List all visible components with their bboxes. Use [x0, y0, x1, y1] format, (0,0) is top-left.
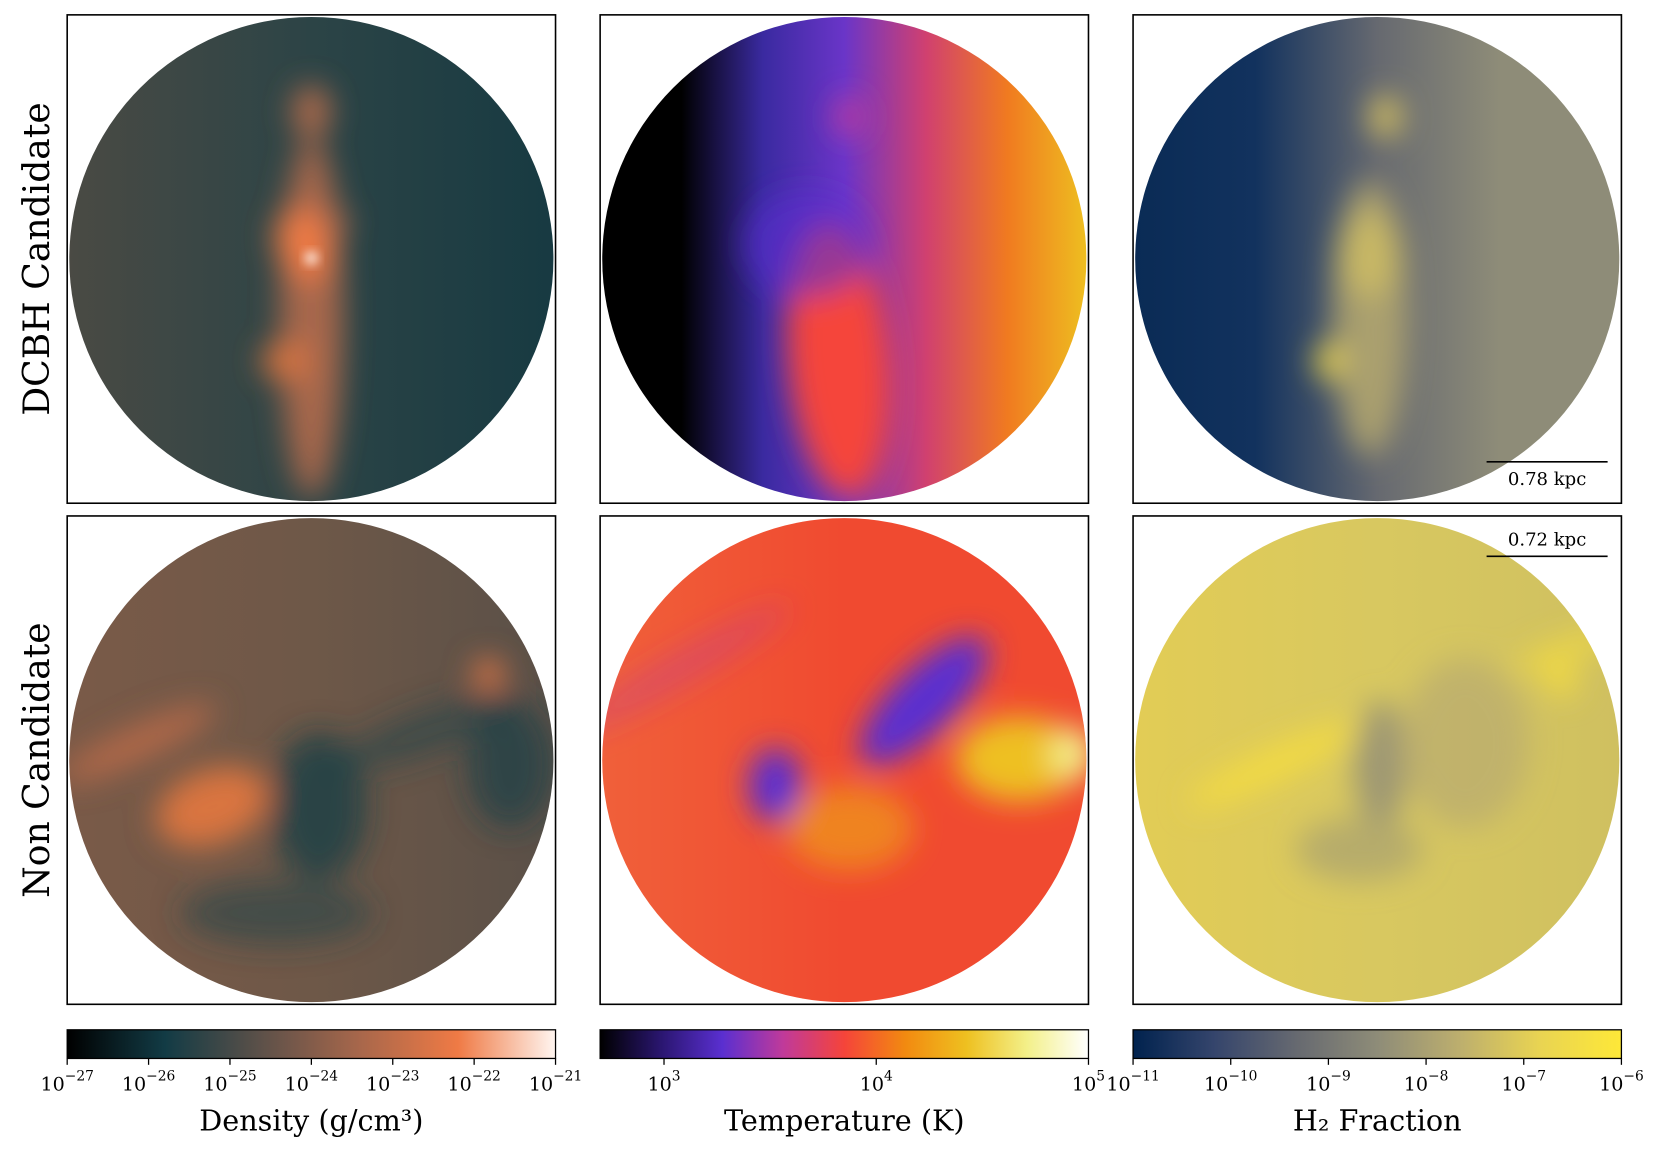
map-features: [69, 659, 553, 945]
map-feature: [602, 603, 791, 735]
tick-label: 10−6: [1599, 1069, 1644, 1096]
map-feature: [743, 191, 871, 298]
map-image: [1135, 16, 1620, 502]
map-image: [602, 518, 1087, 1003]
tick-label: 10−25: [203, 1069, 256, 1096]
tick-label: 103: [647, 1069, 680, 1096]
colorbar: [599, 1029, 1090, 1060]
map-feature: [1187, 721, 1362, 808]
map-feature: [1353, 700, 1407, 829]
map-feature: [1544, 663, 1577, 696]
tick-label: 10−8: [1404, 1069, 1449, 1096]
panel-frame: [1132, 14, 1623, 505]
panel-frame: [66, 14, 557, 505]
map-feature: [261, 341, 309, 381]
map-feature: [955, 716, 1084, 802]
map-feature: [467, 700, 553, 829]
row-label: Non Candidate: [16, 622, 58, 897]
map-feature: [156, 766, 269, 848]
panel-frame: [599, 515, 1090, 1006]
map-image: [69, 16, 554, 502]
panel-frame: [599, 14, 1090, 505]
row-label: DCBH Candidate: [16, 102, 58, 415]
tick-label: 10−26: [122, 1069, 175, 1096]
tick-label: 10−22: [447, 1069, 500, 1096]
panel-frame: [1132, 515, 1623, 1006]
tick-label: 10−21: [529, 1069, 582, 1096]
colorbar: [66, 1029, 557, 1060]
map-feature: [325, 210, 351, 236]
map-feature: [279, 138, 344, 499]
colorbar-label: Temperature (K): [724, 1104, 965, 1138]
map-feature: [748, 748, 802, 823]
map-features: [602, 603, 1087, 871]
map-feature: [1369, 95, 1402, 139]
map-feature: [473, 659, 504, 690]
map-feature: [292, 84, 331, 139]
map-image: [69, 518, 554, 1003]
tick-label: 10−7: [1501, 1069, 1546, 1096]
colorbar-label: Density (g/cm³): [199, 1104, 423, 1138]
map-feature: [859, 636, 989, 765]
map-feature: [334, 694, 516, 771]
tick-label: 10−23: [366, 1069, 419, 1096]
colorbar-label: H₂ Fraction: [1293, 1104, 1462, 1138]
colorbar: [1132, 1029, 1623, 1060]
tick-label: 10−27: [40, 1069, 93, 1096]
map-image: [1135, 518, 1620, 1003]
scale-bar-label: 0.78 kpc: [1508, 469, 1586, 490]
map-features: [1187, 623, 1620, 882]
panel-frame: [66, 515, 557, 1006]
map-feature: [274, 208, 331, 281]
map-feature: [785, 785, 914, 871]
map-features: [743, 95, 892, 499]
tick-label: 10−11: [1106, 1069, 1159, 1096]
map-feature: [1295, 817, 1423, 882]
map-feature: [304, 251, 318, 265]
map-features: [1315, 95, 1407, 457]
map-feature: [180, 881, 372, 945]
scale-bar-label: 0.72 kpc: [1508, 530, 1586, 551]
map-image: [602, 16, 1087, 502]
tick-label: 10−10: [1204, 1069, 1257, 1096]
tick-label: 105: [1072, 1069, 1105, 1096]
tick-label: 10−9: [1306, 1069, 1351, 1096]
map-feature: [833, 95, 866, 139]
map-features: [261, 84, 351, 499]
map-feature: [1401, 658, 1530, 829]
map-feature: [1051, 727, 1087, 781]
map-feature: [69, 704, 216, 783]
map-feature: [1332, 180, 1407, 457]
tick-label: 10−24: [285, 1069, 339, 1096]
tick-label: 104: [860, 1069, 893, 1096]
